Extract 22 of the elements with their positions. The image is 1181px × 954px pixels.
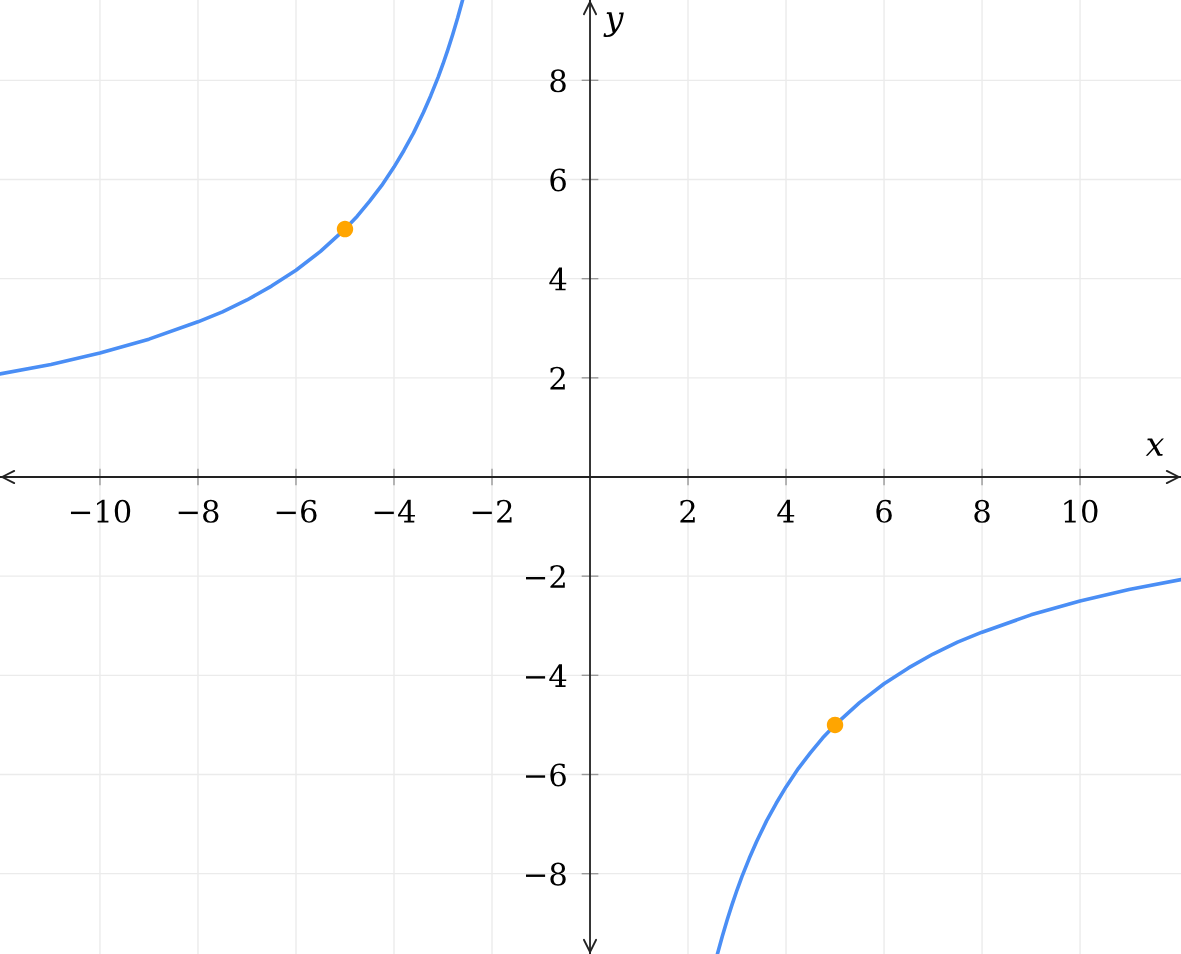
line-series	[715, 577, 1181, 954]
x-tick-label: 2	[680, 499, 695, 523]
x-tick-label: −10	[70, 499, 131, 523]
x-tick-label: 8	[974, 499, 990, 523]
x-tick-label: −6	[276, 499, 317, 523]
y-axis-title: y	[603, 12, 624, 38]
x-tick-label: 6	[876, 499, 892, 523]
x-tick-label: 10	[1064, 499, 1098, 523]
x-tick-label: 4	[777, 499, 795, 523]
x-tick-label: −8	[178, 499, 219, 523]
y-tick-label: −8	[525, 862, 566, 886]
y-tick-label: −6	[525, 763, 566, 787]
x-tick-label: −2	[472, 499, 512, 523]
line-series	[0, 0, 465, 376]
y-tick-label: 6	[550, 168, 566, 192]
x-tick-label: −4	[374, 499, 415, 523]
y-tick-label: 8	[550, 69, 566, 93]
y-tick-label: −4	[525, 664, 567, 687]
y-tick-label: 4	[549, 267, 567, 291]
y-tick-label: 2	[550, 366, 565, 390]
x-axis-title: x	[1145, 438, 1164, 456]
y-tick-label: −2	[525, 565, 565, 588]
